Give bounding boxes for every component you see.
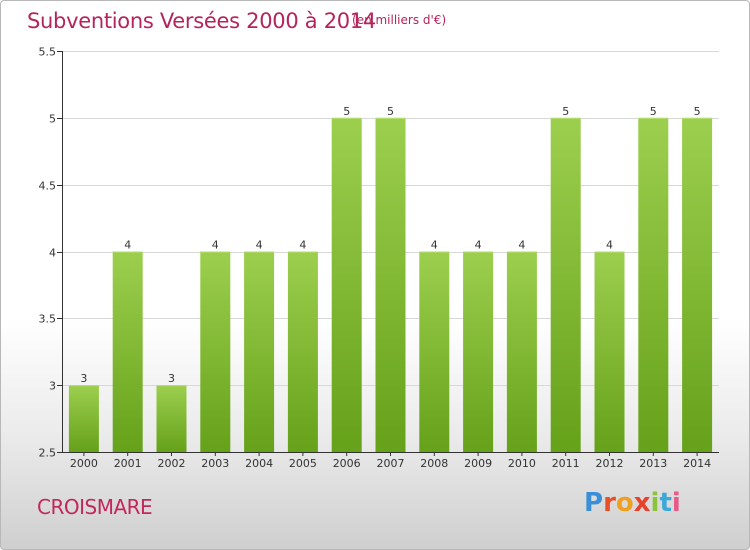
proxiti-logo[interactable]: Proxiti (584, 488, 681, 518)
bar (638, 117, 669, 452)
y-tick-label: 4.5 (39, 180, 57, 193)
bar (200, 251, 231, 452)
bar (682, 117, 713, 452)
x-tick-label: 2005 (289, 457, 317, 470)
x-tick-label: 2002 (158, 457, 186, 470)
bar (550, 117, 581, 452)
commune-name: CROISMARE (37, 495, 153, 519)
bar-data-label: 5 (343, 105, 350, 118)
y-tick-label: 4 (49, 247, 56, 260)
bar (156, 385, 187, 452)
bar (375, 117, 406, 452)
x-tick-label: 2010 (508, 457, 536, 470)
x-tick-label: 2012 (596, 457, 624, 470)
x-tick-label: 2009 (464, 457, 492, 470)
bar-data-label: 4 (256, 239, 263, 252)
bar-data-label: 3 (80, 372, 87, 385)
bar (463, 251, 494, 452)
y-tick-label: 3 (49, 380, 56, 393)
x-tick-label: 2006 (333, 457, 361, 470)
bar (112, 251, 143, 452)
x-tick-label: 2014 (683, 457, 711, 470)
bar-data-label: 5 (694, 105, 701, 118)
bar-data-label: 5 (562, 105, 569, 118)
bar (419, 251, 450, 452)
x-tick-label: 2011 (552, 457, 580, 470)
chart-unit-note: (en milliers d'€) (352, 13, 447, 27)
bar-data-label: 5 (650, 105, 657, 118)
bar-data-label: 4 (431, 239, 438, 252)
x-tick-label: 2000 (70, 457, 98, 470)
x-tick-label: 2013 (639, 457, 667, 470)
bar-data-label: 5 (387, 105, 394, 118)
y-tick-label: 3.5 (39, 313, 57, 326)
x-tick-label: 2001 (114, 457, 142, 470)
chart-title: Subventions Versées 2000 à 2014 (27, 9, 376, 33)
x-tick-label: 2007 (377, 457, 405, 470)
y-tick-label: 5 (49, 113, 56, 126)
bar-data-label: 4 (212, 239, 219, 252)
x-tick-label: 2003 (201, 457, 229, 470)
x-tick-label: 2008 (420, 457, 448, 470)
bar-data-label: 4 (475, 239, 482, 252)
bar-data-label: 4 (299, 239, 306, 252)
bar-data-label: 3 (168, 372, 175, 385)
bar-data-label: 4 (606, 239, 613, 252)
bar-data-label: 4 (124, 239, 131, 252)
bar (506, 251, 537, 452)
x-tick-label: 2004 (245, 457, 273, 470)
bar (594, 251, 625, 452)
bar (331, 117, 362, 452)
bar (244, 251, 275, 452)
bar (68, 385, 99, 452)
bar (287, 251, 318, 452)
bar-data-label: 4 (518, 239, 525, 252)
y-tick-label: 5.5 (39, 46, 57, 59)
y-tick-label: 2.5 (39, 447, 57, 460)
